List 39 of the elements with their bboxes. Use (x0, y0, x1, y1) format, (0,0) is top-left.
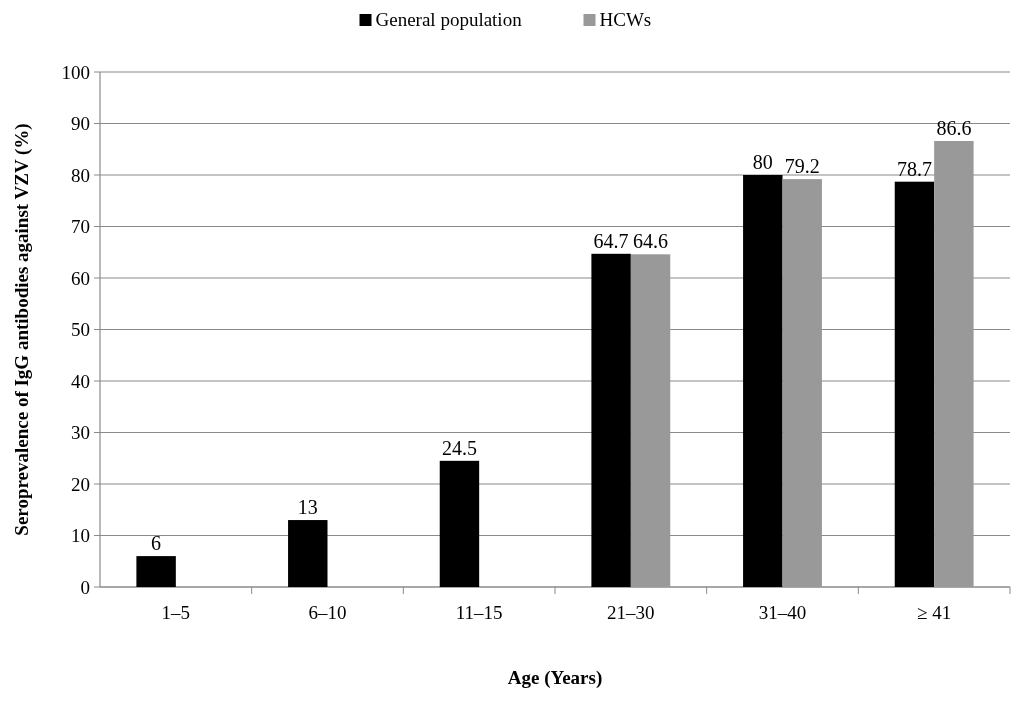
bar (782, 179, 822, 587)
y-tick-label: 30 (71, 422, 90, 444)
data-label: 86.6 (936, 117, 972, 140)
bar (934, 141, 974, 587)
x-tick-label: 6–10 (308, 602, 347, 623)
x-tick-label: ≥ 41 (917, 602, 952, 623)
y-tick-label: 40 (71, 370, 90, 392)
x-tick-label: 1–5 (161, 602, 191, 623)
data-label: 79.2 (784, 155, 820, 178)
bar (894, 181, 935, 587)
x-tick-label: 31–40 (758, 602, 807, 623)
legend-label: General population (375, 9, 523, 30)
bar (630, 254, 671, 587)
bar (743, 175, 783, 587)
y-tick-label: 20 (71, 473, 90, 495)
data-label: 13 (297, 496, 318, 519)
bar (591, 253, 631, 587)
y-axis-title: Seroprevalence of IgG antibodies against VZV (%) (11, 123, 33, 536)
x-tick-label: 21–30 (607, 602, 655, 623)
data-label: 78.7 (896, 157, 932, 180)
data-label: 24.5 (441, 436, 477, 459)
y-tick-label: 80 (71, 164, 90, 186)
y-tick-label: 90 (71, 113, 90, 135)
y-tick-label: 50 (71, 319, 90, 341)
data-label: 64.6 (633, 230, 669, 253)
data-label: 6 (151, 532, 162, 555)
bar (136, 556, 176, 587)
bar (288, 520, 328, 587)
bar (439, 460, 480, 587)
y-tick-label: 70 (71, 216, 90, 238)
data-label: 64.7 (593, 229, 629, 252)
y-tick-label: 60 (71, 267, 90, 289)
x-axis-title: Age (Years) (507, 667, 603, 689)
y-tick-label: 0 (80, 576, 90, 598)
y-tick-label: 10 (71, 525, 90, 547)
y-tick-label: 100 (61, 61, 90, 83)
legend-label: HCWs (599, 9, 652, 30)
x-tick-label: 11–15 (455, 602, 503, 623)
data-label: 80 (752, 151, 773, 173)
